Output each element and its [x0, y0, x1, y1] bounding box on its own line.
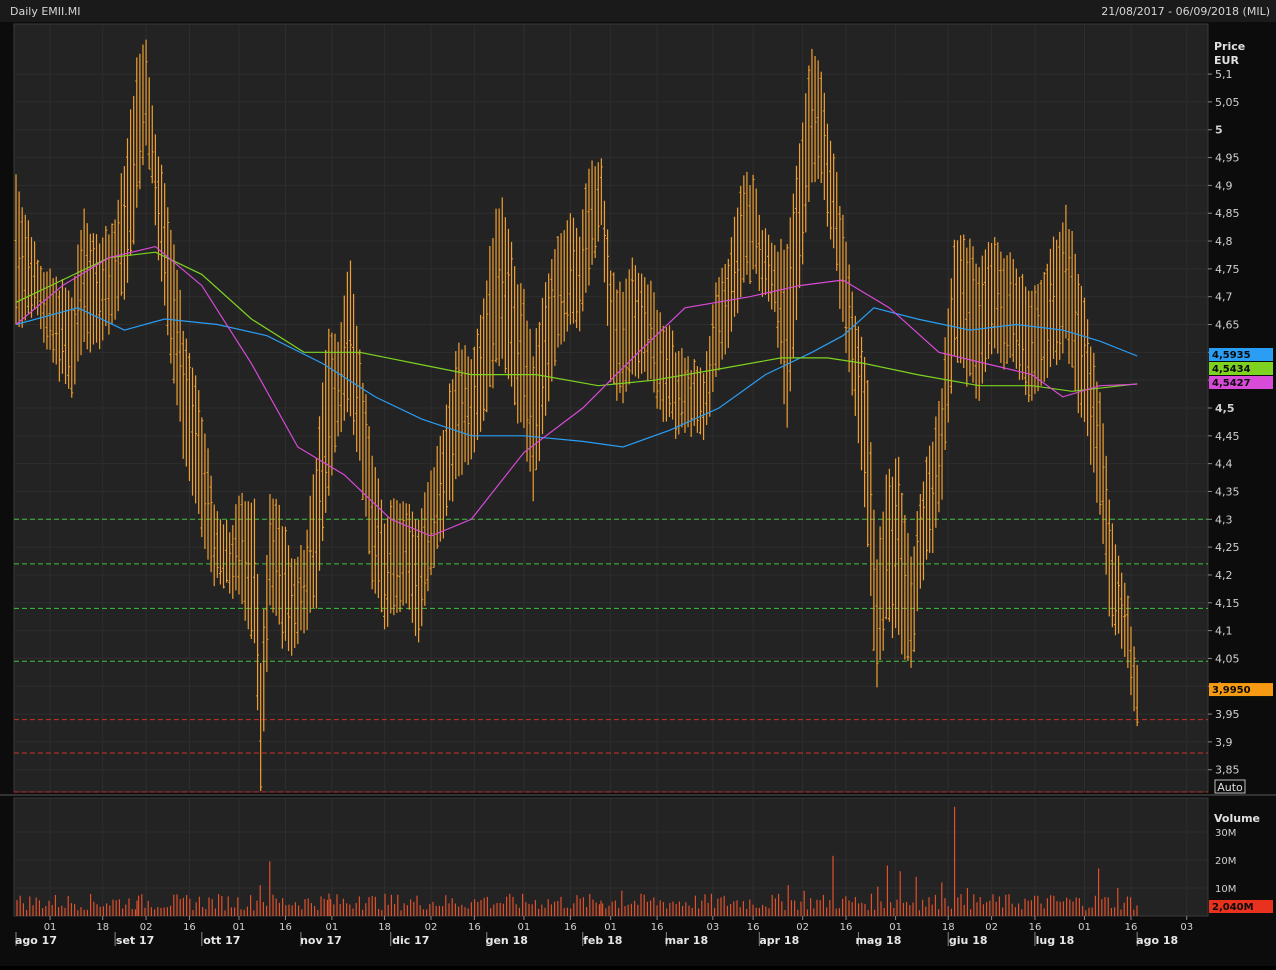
time-tick-label: 03	[706, 922, 719, 933]
price-tick-label: 4,8	[1215, 235, 1233, 248]
ma-blue-badge-bg	[1209, 348, 1273, 361]
volume-bars	[16, 806, 1138, 916]
volume-axis-title: Volume	[1214, 812, 1260, 825]
price-tick-label: 4,85	[1215, 207, 1240, 220]
price-tick-label: 4,7	[1215, 291, 1233, 304]
time-tick-label: 18	[96, 922, 109, 933]
price-tick-label: 4,05	[1215, 652, 1240, 665]
month-label: ago 17	[15, 934, 57, 947]
time-tick-label: 18	[378, 922, 391, 933]
moving-averages	[15, 245, 1138, 537]
time-tick-label: 01	[889, 922, 902, 933]
ma-green-badge: 4,5434	[1212, 364, 1251, 375]
price-tick-label: 4,9	[1215, 179, 1233, 192]
price-bars	[14, 39, 1139, 792]
time-tick-label: 01	[604, 922, 617, 933]
price-tick-label: 4,2	[1215, 569, 1233, 582]
last-volume-badge-bg	[1209, 900, 1273, 913]
horizontal-levels	[14, 518, 1208, 793]
month-label: mar 18	[665, 934, 708, 947]
volume-tick-label: 30M	[1215, 828, 1236, 839]
value-badges: 4,5935 4,5434 4,5427 3,9950 2,040M	[1209, 348, 1273, 913]
auto-scale-label: Auto	[1217, 781, 1243, 794]
month-label: ago 18	[1136, 934, 1178, 947]
time-tick-label: 02	[796, 922, 809, 933]
price-tick-label: 5	[1215, 124, 1223, 137]
title-bar	[0, 0, 1276, 22]
price-axis-title-line2: EUR	[1214, 54, 1239, 67]
price-tick-label: 4,95	[1215, 152, 1240, 165]
month-label: nov 17	[300, 934, 342, 947]
time-tick-label: 01	[326, 922, 339, 933]
time-tick-label: 16	[564, 922, 577, 933]
moving-average-line	[15, 307, 1138, 448]
time-tick-label: 02	[985, 922, 998, 933]
price-axis-title-line1: Price	[1214, 40, 1245, 53]
time-tick-label: 01	[233, 922, 246, 933]
chart-title: Daily EMII.MI	[10, 5, 81, 18]
volume-tick-label: 10M	[1215, 884, 1236, 895]
last-price-badge: 3,9950	[1212, 685, 1251, 696]
month-label: apr 18	[759, 934, 799, 947]
moving-average-line	[15, 245, 1138, 537]
chart-date-range: 21/08/2017 - 06/09/2018 (MIL)	[1101, 5, 1270, 18]
ma-magenta-badge-bg	[1209, 376, 1273, 389]
month-label: gen 18	[486, 934, 528, 947]
ma-green-badge-bg	[1209, 362, 1273, 375]
time-tick-label: 01	[44, 922, 57, 933]
price-tick-label: 5,05	[1215, 96, 1240, 109]
time-tick-label: 16	[840, 922, 853, 933]
ma-blue-badge: 4,5935	[1212, 350, 1251, 361]
time-tick-label: 16	[1029, 922, 1042, 933]
price-tick-label: 3,85	[1215, 764, 1240, 777]
volume-axis: 30M 20M 10M	[1215, 828, 1236, 895]
price-tick-label: 4,5	[1215, 402, 1235, 415]
time-tick-label: 02	[140, 922, 153, 933]
time-tick-label: 16	[279, 922, 292, 933]
time-tick-label: 01	[1078, 922, 1091, 933]
price-tick-label: 3,95	[1215, 708, 1240, 721]
price-tick-label: 4,75	[1215, 263, 1240, 276]
last-volume-badge: 2,040M	[1212, 902, 1254, 913]
month-label: ott 17	[203, 934, 240, 947]
month-label: giu 18	[949, 934, 988, 947]
month-label: lug 18	[1036, 934, 1075, 947]
time-tick-label: 18	[942, 922, 955, 933]
moving-average-line	[15, 251, 1138, 392]
time-tick-label: 16	[651, 922, 664, 933]
last-price-badge-bg	[1209, 683, 1273, 697]
time-tick-label: 16	[1125, 922, 1138, 933]
auto-scale-button[interactable]: Auto	[1214, 779, 1246, 794]
price-tick-label: 3,9	[1215, 736, 1233, 749]
time-tick-label: 01	[518, 922, 531, 933]
price-tick-label: 4,25	[1215, 541, 1240, 554]
time-tick-label: 03	[1180, 922, 1193, 933]
month-label: dic 17	[392, 934, 429, 947]
price-tick-label: 4,45	[1215, 430, 1240, 443]
price-tick-label: 4,65	[1215, 319, 1240, 332]
month-label: mag 18	[855, 934, 901, 947]
price-tick-label: 5,1	[1215, 68, 1233, 81]
time-tick-label: 02	[425, 922, 438, 933]
volume-tick-label: 20M	[1215, 856, 1236, 867]
month-label: set 17	[116, 934, 154, 947]
price-tick-label: 4,4	[1215, 458, 1233, 471]
time-tick-label: 16	[183, 922, 196, 933]
price-tick-label: 4,15	[1215, 597, 1240, 610]
time-tick-label: 16	[747, 922, 760, 933]
time-tick-label: 16	[468, 922, 481, 933]
price-tick-label: 4,1	[1215, 625, 1233, 638]
price-tick-label: 4,3	[1215, 513, 1233, 526]
price-tick-label: 4,35	[1215, 485, 1240, 498]
ma-magenta-badge: 4,5427	[1212, 378, 1251, 389]
month-label: feb 18	[583, 934, 622, 947]
